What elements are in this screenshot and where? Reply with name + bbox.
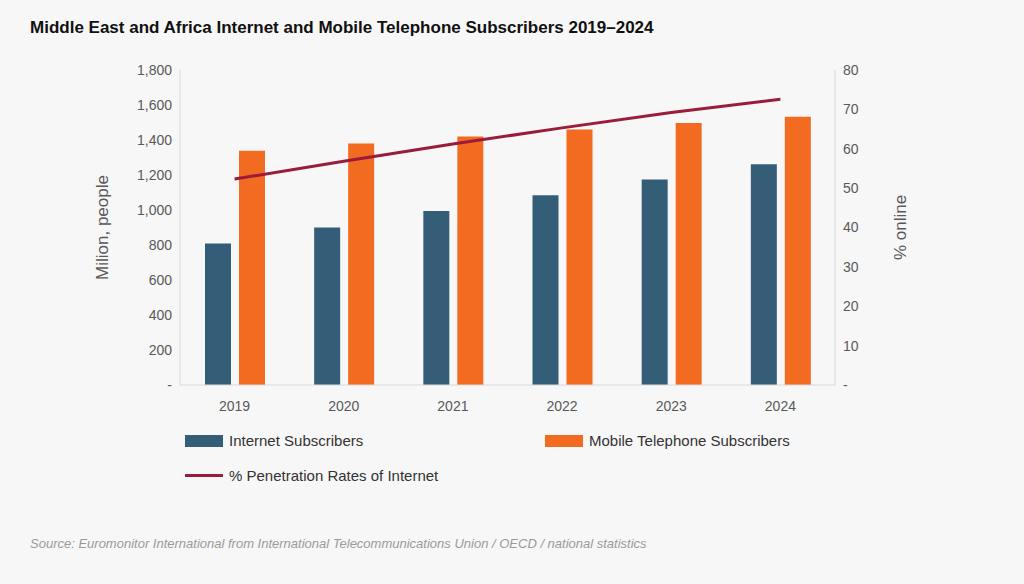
svg-text:600: 600 xyxy=(149,272,173,288)
svg-text:2023: 2023 xyxy=(656,398,687,414)
svg-text:1,200: 1,200 xyxy=(137,167,172,183)
svg-text:400: 400 xyxy=(149,307,173,323)
svg-text:2021: 2021 xyxy=(437,398,468,414)
html-text:Internet Subscribers: Internet Subscribers xyxy=(229,432,364,449)
html-text:% Penetration Rates of Interne: % Penetration Rates of Internet xyxy=(229,467,439,484)
svg-text:40: 40 xyxy=(843,219,859,235)
svg-text:-: - xyxy=(843,377,848,393)
svg-text:80: 80 xyxy=(843,62,859,78)
svg-text:% online: % online xyxy=(891,195,910,260)
svg-text:10: 10 xyxy=(843,338,859,354)
svg-text:60: 60 xyxy=(843,141,859,157)
svg-text:-: - xyxy=(167,377,172,393)
svg-text:2024: 2024 xyxy=(765,398,796,414)
html-text:Mobile Telephone Subscribers: Mobile Telephone Subscribers xyxy=(589,432,790,449)
svg-text:20: 20 xyxy=(843,298,859,314)
svg-text:1,000: 1,000 xyxy=(137,202,172,218)
svg-text:70: 70 xyxy=(843,101,859,117)
svg-text:50: 50 xyxy=(843,180,859,196)
svg-text:30: 30 xyxy=(843,259,859,275)
svg-text:1,800: 1,800 xyxy=(137,62,172,78)
svg-text:1,400: 1,400 xyxy=(137,132,172,148)
html-text:Middle East and Africa Interne: Middle East and Africa Internet and Mobi… xyxy=(30,18,654,37)
html-text:Source: Euromonitor Internatio: Source: Euromonitor International from I… xyxy=(30,536,647,551)
svg-text:Milion, people: Milion, people xyxy=(93,175,112,280)
svg-text:1,600: 1,600 xyxy=(137,97,172,113)
svg-text:200: 200 xyxy=(149,342,173,358)
svg-text:2020: 2020 xyxy=(328,398,359,414)
svg-text:2019: 2019 xyxy=(219,398,250,414)
svg-text:2022: 2022 xyxy=(547,398,578,414)
svg-text:800: 800 xyxy=(149,237,173,253)
